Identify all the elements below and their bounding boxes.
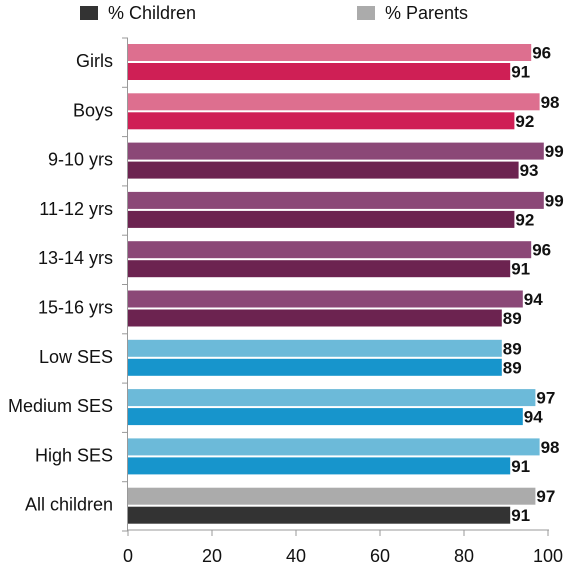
bar-children-low-ses bbox=[128, 358, 502, 376]
bar-children-girls bbox=[128, 63, 511, 80]
bar-parents-girls bbox=[128, 44, 532, 61]
value-label-parents-high-ses: 98 bbox=[541, 438, 560, 457]
value-label-children-medium-ses: 94 bbox=[524, 408, 543, 427]
bar-parents-11-12-yrs bbox=[128, 191, 544, 209]
value-label-children-13-14-yrs: 91 bbox=[511, 260, 530, 279]
bar-parents-all-children bbox=[128, 487, 536, 505]
x-tick-label-0: 0 bbox=[123, 546, 133, 566]
x-tick-label-80: 80 bbox=[454, 546, 474, 566]
bar-children-medium-ses bbox=[128, 408, 523, 426]
value-label-parents-low-ses: 89 bbox=[503, 339, 522, 358]
x-tick-label-20: 20 bbox=[202, 546, 222, 566]
value-label-children-11-12-yrs: 92 bbox=[515, 210, 534, 229]
category-label-girls: Girls bbox=[76, 51, 113, 71]
bar-children-all-children bbox=[128, 506, 511, 524]
legend-label-parents: % Parents bbox=[385, 3, 468, 23]
value-label-parents-13-14-yrs: 96 bbox=[532, 241, 551, 260]
bar-parents-medium-ses bbox=[128, 389, 536, 407]
legend-swatch-children bbox=[80, 6, 98, 20]
category-label-11-12-yrs: 11-12 yrs bbox=[39, 199, 113, 219]
bar-parents-15-16-yrs bbox=[128, 290, 523, 308]
x-tick-label-100: 100 bbox=[533, 546, 563, 566]
bar-parents-high-ses bbox=[128, 438, 540, 456]
bar-parents-boys bbox=[128, 93, 540, 111]
x-tick-label-40: 40 bbox=[286, 546, 306, 566]
value-label-parents-9-10-yrs: 99 bbox=[545, 142, 564, 161]
value-label-parents-medium-ses: 97 bbox=[536, 389, 555, 408]
category-label-low-ses: Low SES bbox=[39, 347, 113, 367]
value-label-children-9-10-yrs: 93 bbox=[520, 161, 539, 180]
value-label-parents-15-16-yrs: 94 bbox=[524, 290, 543, 309]
bar-children-13-14-yrs bbox=[128, 260, 511, 278]
legend-label-children: % Children bbox=[108, 3, 196, 23]
value-label-children-girls: 91 bbox=[511, 63, 530, 82]
value-label-children-all-children: 91 bbox=[511, 506, 530, 525]
value-label-children-boys: 92 bbox=[515, 112, 534, 131]
category-labels: Girls Boys 9-10 yrs 11-12 yrs 13-14 yrs 15-16… bbox=[8, 51, 113, 515]
category-label-13-14-yrs: 13-14 yrs bbox=[38, 248, 113, 268]
value-label-parents-all-children: 97 bbox=[536, 487, 555, 506]
legend-swatch-parents bbox=[357, 6, 375, 20]
axes: 0 20 40 60 80 100 bbox=[122, 37, 563, 566]
bar-parents-9-10-yrs bbox=[128, 142, 544, 160]
value-label-children-15-16-yrs: 89 bbox=[503, 309, 522, 328]
bar-children-15-16-yrs bbox=[128, 309, 502, 327]
category-label-9-10-yrs: 9-10 yrs bbox=[48, 150, 113, 170]
category-label-all-children: All children bbox=[25, 495, 113, 515]
category-label-15-16-yrs: 15-16 yrs bbox=[38, 298, 113, 318]
bars bbox=[128, 44, 544, 524]
legend: % Children % Parents bbox=[80, 3, 468, 23]
bar-children-boys bbox=[128, 112, 515, 130]
bar-children-11-12-yrs bbox=[128, 210, 515, 228]
bar-children-9-10-yrs bbox=[128, 161, 519, 179]
bar-parents-13-14-yrs bbox=[128, 241, 532, 259]
bar-children-high-ses bbox=[128, 457, 511, 475]
x-tick-label-60: 60 bbox=[370, 546, 390, 566]
value-label-children-high-ses: 91 bbox=[511, 457, 530, 476]
category-label-boys: Boys bbox=[73, 100, 113, 120]
value-label-parents-11-12-yrs: 99 bbox=[545, 191, 564, 210]
bar-parents-low-ses bbox=[128, 339, 502, 357]
value-label-parents-girls: 96 bbox=[532, 44, 551, 63]
category-label-medium-ses: Medium SES bbox=[8, 396, 113, 416]
category-label-high-ses: High SES bbox=[35, 445, 113, 465]
value-label-parents-boys: 98 bbox=[541, 93, 560, 112]
value-label-children-low-ses: 89 bbox=[503, 358, 522, 377]
